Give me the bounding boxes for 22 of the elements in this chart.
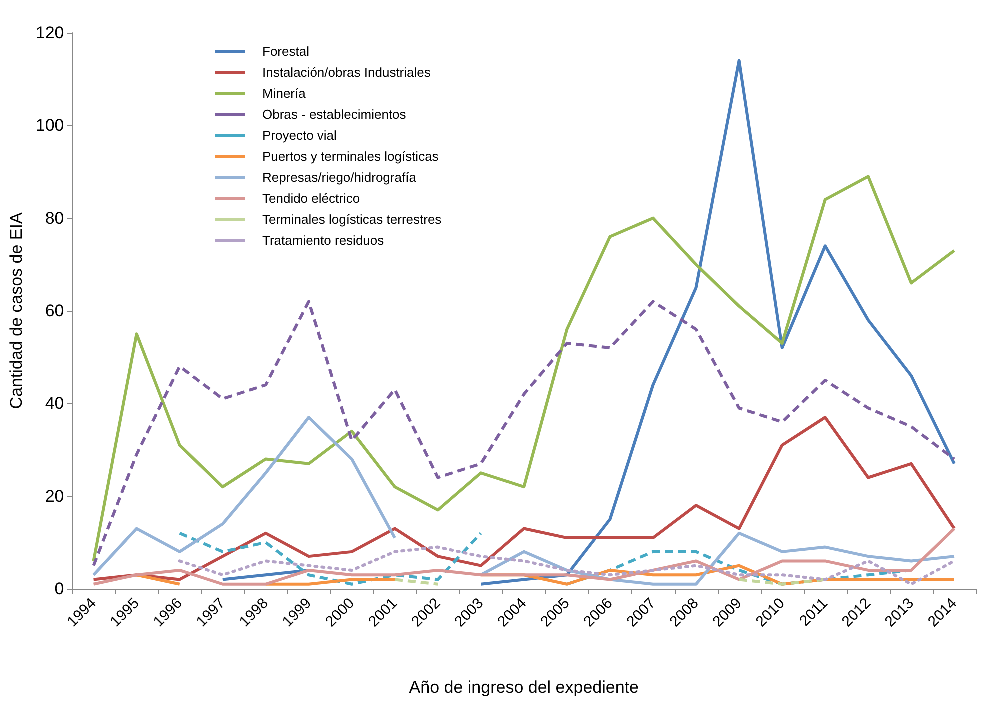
line-series xyxy=(92,300,956,568)
y-tick-label: 20 xyxy=(45,486,64,506)
y-tick-label: 60 xyxy=(45,302,64,320)
line-series xyxy=(178,546,956,586)
y-tick-label: 80 xyxy=(45,208,64,228)
y-axis-title: Cantidad de casos de EIA xyxy=(7,212,26,410)
legend-label: Minería xyxy=(262,86,307,101)
legend-label: Puertos y terminales logísticas xyxy=(262,149,440,164)
line-series xyxy=(92,527,956,586)
y-tick-label: 100 xyxy=(36,116,64,136)
y-tick-label: 120 xyxy=(36,24,64,42)
x-axis-title: Año de ingreso del expediente xyxy=(409,678,639,697)
legend-label: Represas/riego/hidrografía xyxy=(262,170,418,185)
legend-label: Forestal xyxy=(262,44,310,59)
legend-label: Terminales logísticas terrestres xyxy=(262,212,442,227)
legend-label: Tratamiento residuos xyxy=(262,233,385,248)
legend-label: Obras - establecimientos xyxy=(262,107,407,122)
legend-label: Tendido eléctrico xyxy=(262,191,360,206)
legend-label: Instalación/obras Industriales xyxy=(262,65,432,80)
legend-label: Proyecto vial xyxy=(262,128,338,143)
y-tick-label: 40 xyxy=(45,394,64,414)
y-tick-label: 0 xyxy=(54,580,64,598)
